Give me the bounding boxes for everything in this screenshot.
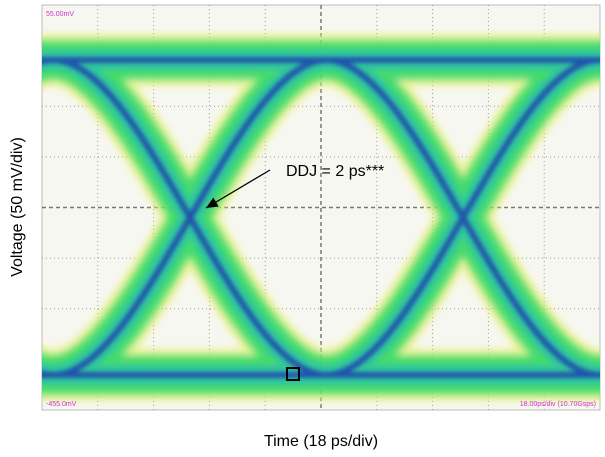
annotation: DDJ = 2 ps***: [286, 163, 384, 180]
screen-label: 55.00mV: [46, 11, 74, 18]
annotation-arrow: [205, 169, 271, 209]
marker: [286, 367, 300, 381]
x-axis-label: Time (18 ps/div): [264, 433, 378, 450]
screen-label: 18.00ps/div (10.70Gsps): [520, 401, 596, 408]
eye-traces: [42, 34, 600, 401]
trace-core: [42, 57, 600, 378]
y-axis-label: Voltage (50 mV/div): [9, 137, 26, 277]
screen-label: -455.0mV: [46, 401, 77, 408]
